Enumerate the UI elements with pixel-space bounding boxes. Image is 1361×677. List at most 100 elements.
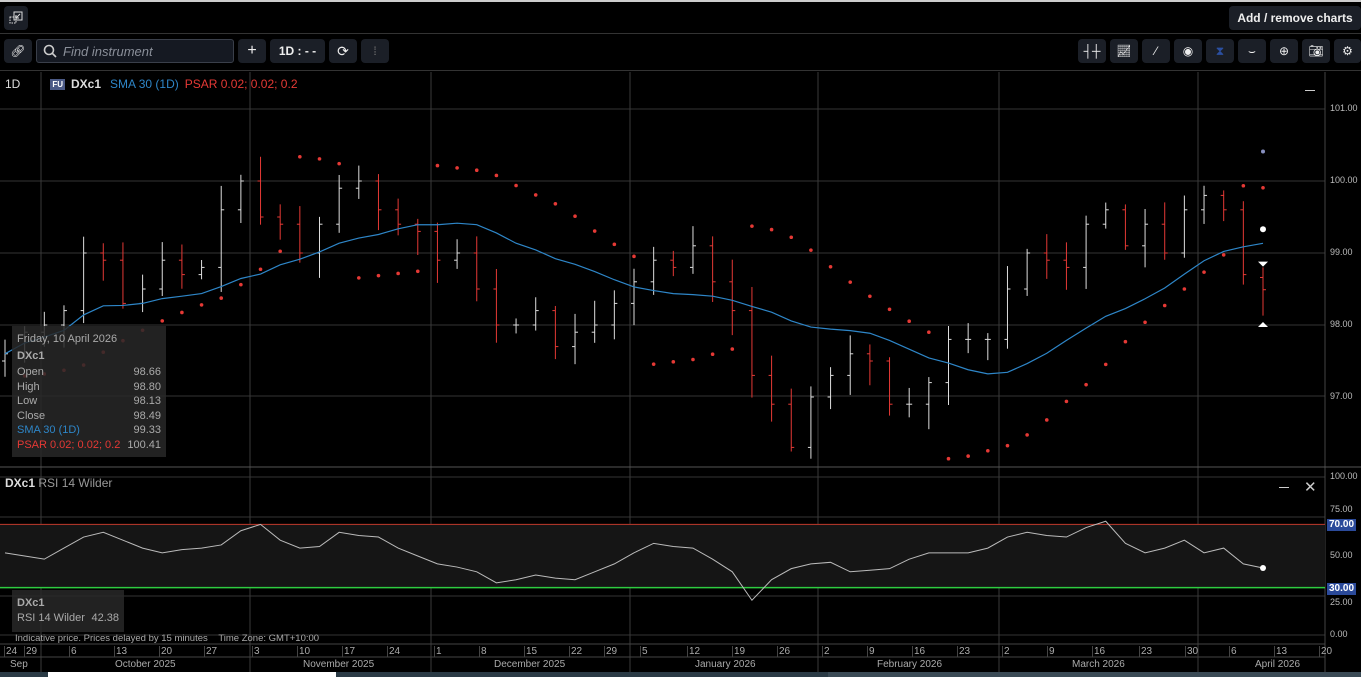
date-tick: 2 bbox=[822, 646, 830, 657]
collapse-icon[interactable] bbox=[4, 6, 28, 30]
psar-dot bbox=[1182, 287, 1187, 291]
date-tick: 22 bbox=[569, 646, 583, 657]
psar-dot bbox=[219, 296, 224, 300]
psar-dot bbox=[632, 254, 636, 259]
month-label: January 2026 bbox=[695, 659, 756, 670]
rsi-axis-label: 75.00 bbox=[1330, 503, 1353, 514]
psar-dot bbox=[337, 161, 341, 166]
psar-dot bbox=[1044, 418, 1049, 422]
close-rsi-icon[interactable]: ✕ bbox=[1304, 479, 1317, 496]
psar-dot bbox=[691, 357, 695, 362]
date-tick: 26 bbox=[777, 646, 791, 657]
tooltip-row: Close 98.49 bbox=[17, 409, 161, 424]
rsi-legend: DXc1 RSI 14 Wilder bbox=[5, 476, 112, 490]
window-top-border bbox=[0, 0, 1361, 2]
tooltip-value: 98.66 bbox=[133, 366, 161, 378]
psar-dot bbox=[494, 173, 499, 178]
psar-dot bbox=[789, 235, 794, 240]
refresh-icon[interactable]: ⟳ bbox=[329, 39, 357, 63]
psar-dot bbox=[671, 360, 676, 364]
date-tick: 19 bbox=[732, 646, 746, 657]
chart-toolbar: 🔗︎ Find instrument + 1D : - - ⟳ ⁞ ┤┼ 📈︎ … bbox=[0, 35, 1361, 71]
tooltip-label: High bbox=[17, 380, 40, 393]
psar-dot bbox=[592, 229, 597, 233]
zoom-icon[interactable]: ⊕ bbox=[1270, 39, 1298, 63]
tooltip-sma-label: SMA 30 (1D) bbox=[17, 424, 80, 436]
rsi-axis-label: 50.00 bbox=[1330, 550, 1353, 560]
psar-last-marker bbox=[1261, 149, 1265, 154]
date-tick: 23 bbox=[957, 646, 971, 657]
psar-dot bbox=[1221, 253, 1226, 257]
month-label: March 2026 bbox=[1072, 659, 1125, 670]
tooltip-value: 98.80 bbox=[133, 380, 161, 393]
futures-badge: FU bbox=[50, 78, 66, 90]
date-tick: 9 bbox=[1047, 646, 1055, 657]
chart-type-icon[interactable]: ┤┼ bbox=[1078, 39, 1106, 63]
psar-dot bbox=[927, 330, 931, 335]
psar-dot bbox=[809, 248, 813, 252]
tooltip-row: Low 98.13 bbox=[17, 394, 161, 409]
month-label: February 2026 bbox=[877, 659, 943, 670]
psar-dot bbox=[455, 166, 459, 170]
scrollbar-range[interactable] bbox=[828, 672, 1361, 677]
date-tick: 5 bbox=[640, 646, 648, 657]
draw-line-icon[interactable]: ⁄ bbox=[1142, 39, 1170, 63]
scrollbar-track[interactable] bbox=[0, 672, 1361, 677]
ohlc-tooltip: Friday, 10 April 2026 DXc1 Open 98.66 High… bbox=[12, 326, 166, 457]
scrollbar-thumb[interactable] bbox=[48, 672, 336, 677]
psar-dot bbox=[199, 303, 204, 307]
psar-dot bbox=[612, 242, 617, 247]
gear-icon[interactable]: ⚙ bbox=[1334, 39, 1361, 63]
link-icon[interactable]: 🔗︎ bbox=[4, 39, 32, 63]
header-bar: Add / remove charts bbox=[0, 2, 1361, 34]
psar-dot bbox=[396, 271, 400, 276]
interval-selector[interactable]: 1D : - - bbox=[270, 39, 325, 63]
search-icon bbox=[43, 44, 57, 58]
legend-psar[interactable]: PSAR 0.02; 0.02; 0.2 bbox=[184, 77, 298, 91]
crosshair-icon[interactable]: ⧗ bbox=[1206, 39, 1234, 63]
minimize-rsi-icon[interactable] bbox=[1279, 487, 1289, 488]
price-axis-label: 97.00 bbox=[1330, 391, 1353, 401]
curve-icon[interactable]: ⌣ bbox=[1238, 39, 1266, 63]
month-label: November 2025 bbox=[303, 659, 375, 670]
psar-dot bbox=[1084, 382, 1088, 387]
split-icon[interactable]: ⁞ bbox=[361, 39, 389, 63]
find-instrument-input[interactable]: Find instrument bbox=[36, 39, 234, 63]
rsi-label[interactable]: RSI 14 Wilder bbox=[38, 476, 113, 490]
price-axis-label: 101.00 bbox=[1330, 103, 1358, 113]
tooltip-value: 98.13 bbox=[133, 395, 161, 407]
indicators-icon[interactable]: 📈︎ bbox=[1110, 39, 1138, 63]
psar-dot bbox=[1162, 303, 1167, 308]
date-tick: 13 bbox=[114, 646, 128, 657]
psar-dot bbox=[1103, 362, 1108, 367]
delay-text: Indicative price. Prices delayed by 15 m… bbox=[15, 633, 208, 644]
eye-icon[interactable]: ◉ bbox=[1174, 39, 1202, 63]
tooltip-label: Open bbox=[17, 366, 44, 378]
psar-dot bbox=[415, 269, 420, 274]
date-tick: 27 bbox=[204, 646, 218, 657]
psar-dot bbox=[317, 157, 322, 161]
camera-icon[interactable]: 📷︎ bbox=[1302, 39, 1330, 63]
psar-dot bbox=[966, 454, 970, 458]
date-tick: 17 bbox=[342, 646, 356, 657]
minimize-pane-icon[interactable] bbox=[1305, 90, 1315, 91]
price-axis-label: 100.00 bbox=[1330, 175, 1358, 185]
psar-dot bbox=[239, 282, 243, 287]
date-tick: 10 bbox=[297, 646, 311, 657]
add-remove-charts-button[interactable]: Add / remove charts bbox=[1229, 6, 1361, 30]
add-icon[interactable]: + bbox=[238, 39, 266, 63]
date-tick: 16 bbox=[1092, 646, 1106, 657]
date-tick: 15 bbox=[524, 646, 538, 657]
psar-dot bbox=[1025, 433, 1029, 437]
date-tick: 29 bbox=[24, 646, 38, 657]
date-tick: 20 bbox=[1319, 646, 1333, 657]
chart-legend: 1D FU DXc1 SMA 30 (1D) PSAR 0.02; 0.02; … bbox=[5, 77, 298, 91]
legend-sma[interactable]: SMA 30 (1D) bbox=[110, 77, 179, 91]
price-chart[interactable] bbox=[0, 72, 1361, 672]
psar-dot bbox=[553, 202, 558, 206]
psar-dot bbox=[1241, 183, 1246, 188]
tooltip-symbol: DXc1 bbox=[17, 350, 45, 362]
rsi-tip-value: 42.38 bbox=[91, 612, 119, 624]
rsi-tooltip: DXc1 RSI 14 Wilder 42.38 bbox=[12, 590, 124, 632]
oversold-badge: 30.00 bbox=[1327, 583, 1357, 595]
